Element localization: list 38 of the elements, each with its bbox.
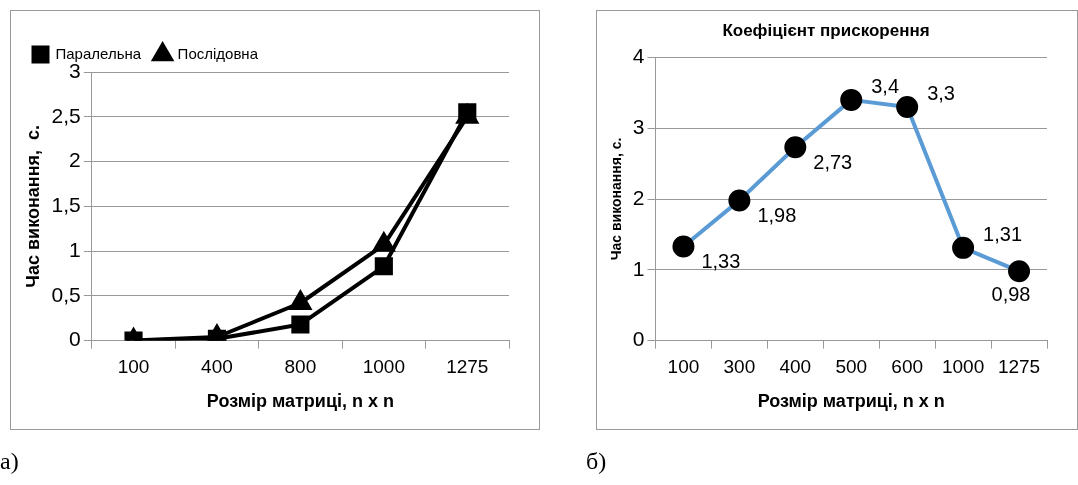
x-tick-label: 400 xyxy=(779,356,812,378)
x-tick-label: 1275 xyxy=(997,356,1041,378)
x-tick-label: 100 xyxy=(667,356,700,378)
y-tick-label: 1 xyxy=(632,256,645,280)
y-tick-label: 2 xyxy=(632,185,645,209)
x-tick-label: 300 xyxy=(723,356,756,378)
data-label: 0,98 xyxy=(991,282,1031,305)
text: а) xyxy=(0,448,19,475)
legend-label: Послідовна xyxy=(177,44,259,62)
chart-title: Коефіцієнт прискорення xyxy=(722,20,930,40)
y-tick-label: 4 xyxy=(632,44,645,68)
data-label: 1,98 xyxy=(757,203,797,226)
y-tick-label: 0,5 xyxy=(51,282,81,306)
x-axis-title: Розмір матриці, n x n xyxy=(757,391,945,412)
x-tick-label: 100 xyxy=(117,356,150,378)
y-tick-label: 0 xyxy=(632,327,645,351)
data-label: 1,33 xyxy=(701,249,741,272)
y-axis-title: Час виконання, с. xyxy=(22,124,43,288)
x-tick-label: 600 xyxy=(891,356,924,378)
x-tick-label: 500 xyxy=(835,356,868,378)
data-label: 3,3 xyxy=(927,82,955,105)
x-tick-label: 1000 xyxy=(941,356,985,378)
y-tick-label: 1 xyxy=(69,237,81,261)
data-label: 1,31 xyxy=(983,223,1023,246)
y-tick-label: 1,5 xyxy=(51,193,81,217)
y-tick-label: 0 xyxy=(69,327,81,351)
y-tick-label: 2 xyxy=(69,148,81,172)
data-label: 3,4 xyxy=(871,75,900,98)
x-tick-label: 1000 xyxy=(362,356,405,378)
y-tick-label: 3 xyxy=(632,115,645,138)
data-label: 2,73 xyxy=(813,150,853,173)
y-tick-label: 2,5 xyxy=(51,103,81,127)
x-axis-title: Розмір матриці, n x n xyxy=(206,391,394,412)
x-tick-label: 800 xyxy=(284,356,317,378)
x-tick-label: 400 xyxy=(201,356,233,378)
text: б) xyxy=(586,448,607,475)
x-tick-label: 1275 xyxy=(446,356,489,378)
y-axis-title: Час виконання, с. xyxy=(608,137,625,261)
